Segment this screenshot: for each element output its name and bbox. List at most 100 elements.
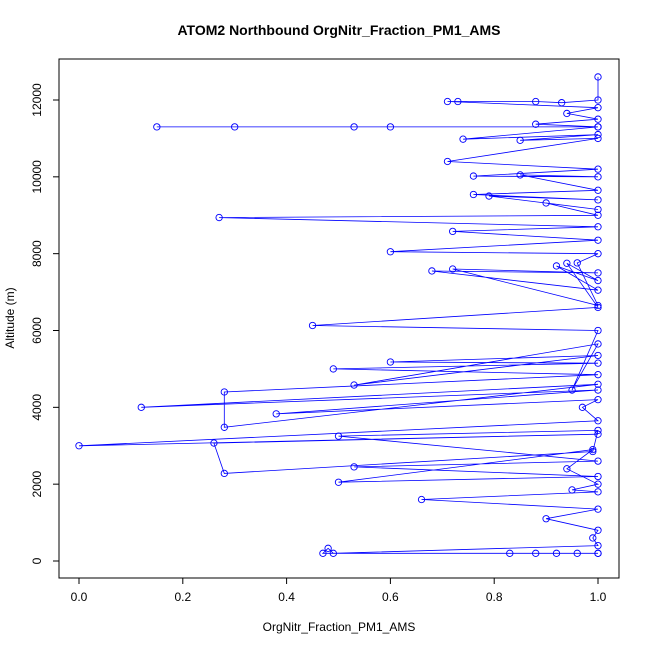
data-point bbox=[568, 386, 576, 394]
data-point bbox=[350, 381, 358, 389]
data-point bbox=[594, 386, 602, 394]
data-point bbox=[594, 286, 602, 294]
data-point bbox=[449, 265, 457, 273]
data-point bbox=[210, 439, 218, 447]
data-point bbox=[334, 478, 343, 486]
data-point bbox=[563, 465, 571, 473]
x-tick-label: 1.0 bbox=[590, 590, 607, 604]
data-point bbox=[594, 417, 602, 425]
data-point bbox=[532, 120, 540, 128]
x-axis-label: OrgNitr_Fraction_PM1_AMS bbox=[263, 620, 416, 634]
chart-title: ATOM2 Northbound OrgNitr_Fraction_PM1_AM… bbox=[177, 22, 500, 38]
data-point bbox=[454, 97, 462, 106]
data-point bbox=[443, 157, 452, 166]
data-point bbox=[594, 351, 602, 360]
data-point bbox=[215, 213, 223, 222]
data-point bbox=[589, 534, 597, 542]
data-point bbox=[220, 388, 228, 396]
data-point bbox=[319, 549, 327, 557]
data-point bbox=[594, 104, 602, 112]
data-point bbox=[231, 123, 239, 131]
y-tick-label: 10000 bbox=[30, 160, 44, 194]
data-point bbox=[428, 267, 436, 275]
data-point bbox=[459, 135, 467, 143]
data-point bbox=[386, 123, 395, 131]
data-point bbox=[324, 544, 332, 552]
data-point bbox=[485, 192, 493, 200]
x-tick-label: 0.0 bbox=[71, 590, 88, 604]
data-point bbox=[594, 549, 602, 557]
data-point bbox=[563, 109, 571, 118]
data-point bbox=[469, 172, 478, 180]
x-axis: 0.0 0.2 0.4 0.6 0.8 1.0 bbox=[71, 577, 607, 604]
data-point bbox=[568, 486, 576, 494]
data-point bbox=[573, 259, 581, 267]
data-series bbox=[75, 73, 602, 557]
data-point bbox=[563, 259, 571, 267]
data-point bbox=[542, 199, 550, 207]
y-tick-label: 0 bbox=[30, 557, 44, 564]
data-point bbox=[350, 463, 358, 471]
data-point bbox=[552, 262, 561, 270]
data-point bbox=[594, 173, 602, 181]
data-point bbox=[542, 515, 550, 523]
data-point bbox=[594, 73, 602, 81]
data-point bbox=[558, 99, 566, 107]
data-point bbox=[417, 495, 426, 504]
data-point bbox=[329, 549, 337, 557]
data-point bbox=[506, 549, 514, 557]
data-point bbox=[594, 359, 602, 367]
data-point bbox=[594, 236, 602, 244]
data-point bbox=[594, 269, 602, 277]
data-point bbox=[443, 97, 452, 106]
y-axis: 0 2000 4000 6000 8000 10000 12000 bbox=[30, 83, 60, 564]
x-tick-label: 0.2 bbox=[174, 590, 191, 604]
data-point bbox=[594, 96, 602, 104]
data-point bbox=[578, 403, 587, 411]
data-point bbox=[594, 165, 602, 173]
data-point bbox=[594, 371, 602, 379]
data-point bbox=[594, 276, 602, 285]
data-point bbox=[594, 380, 602, 388]
data-point bbox=[594, 250, 602, 258]
data-point bbox=[594, 457, 602, 465]
y-tick-label: 8000 bbox=[30, 240, 44, 267]
data-point bbox=[386, 358, 395, 366]
data-point bbox=[272, 410, 280, 418]
data-point bbox=[594, 303, 602, 312]
x-tick-label: 0.6 bbox=[382, 590, 399, 604]
series-line bbox=[78, 76, 600, 554]
data-point bbox=[469, 190, 478, 199]
data-point bbox=[594, 186, 602, 194]
data-point bbox=[334, 432, 343, 440]
data-point bbox=[594, 301, 602, 310]
y-tick-label: 6000 bbox=[30, 317, 44, 344]
y-tick-label: 4000 bbox=[30, 394, 44, 421]
data-point bbox=[594, 480, 602, 488]
data-point bbox=[532, 97, 540, 106]
data-point bbox=[594, 472, 602, 481]
data-point bbox=[308, 321, 317, 330]
data-point bbox=[532, 549, 540, 557]
data-point bbox=[594, 134, 602, 143]
data-point bbox=[594, 205, 602, 214]
data-point bbox=[594, 488, 602, 496]
data-point bbox=[137, 403, 145, 411]
y-axis-label: Altitude (m) bbox=[3, 287, 17, 348]
x-tick-label: 0.4 bbox=[278, 590, 295, 604]
data-point bbox=[350, 123, 358, 131]
data-point bbox=[75, 442, 83, 450]
data-point bbox=[329, 365, 337, 373]
data-point bbox=[449, 227, 457, 236]
data-point bbox=[516, 136, 524, 144]
data-point bbox=[153, 123, 161, 131]
y-tick-label: 2000 bbox=[30, 470, 44, 497]
data-point bbox=[589, 447, 597, 456]
data-point bbox=[386, 248, 395, 256]
data-point bbox=[594, 526, 602, 534]
data-point bbox=[594, 541, 602, 550]
data-point bbox=[594, 340, 602, 348]
data-point bbox=[589, 445, 597, 454]
data-point bbox=[594, 426, 602, 435]
